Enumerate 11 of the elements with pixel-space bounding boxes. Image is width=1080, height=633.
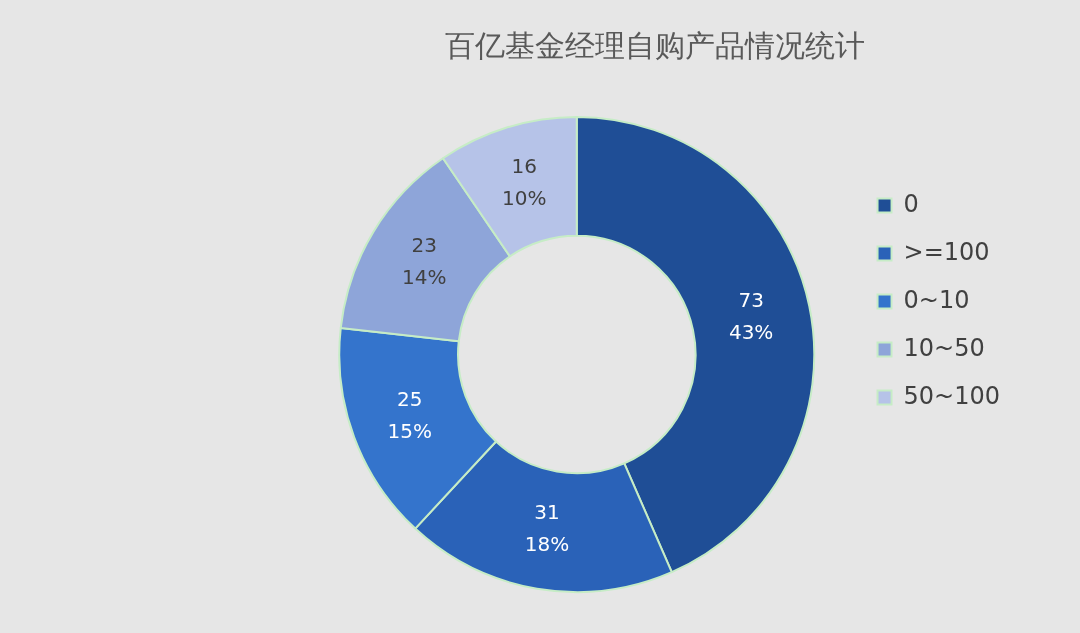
legend-label: 50~100 bbox=[903, 381, 1001, 410]
chart-title: 百亿基金经理自购产品情况统计 bbox=[445, 27, 865, 63]
legend-label: >=100 bbox=[903, 237, 990, 266]
legend-label: 10~50 bbox=[903, 333, 985, 362]
legend-label: 0 bbox=[903, 189, 919, 218]
data-label: 16 10% bbox=[502, 154, 547, 211]
data-label: 25 15% bbox=[387, 386, 432, 443]
data-label: 23 14% bbox=[401, 232, 447, 289]
data-label: 31 18% bbox=[524, 500, 570, 557]
legend-label: 0~10 bbox=[903, 285, 970, 314]
data-label: 73 43% bbox=[728, 288, 774, 345]
